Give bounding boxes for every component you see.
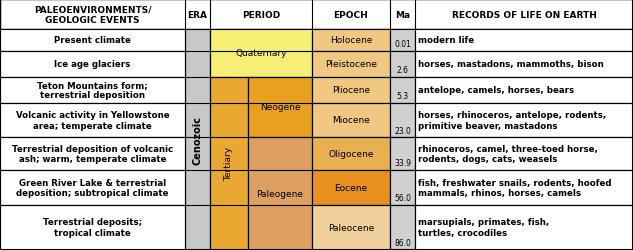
Bar xyxy=(0,205,185,250)
Bar xyxy=(390,170,415,205)
Bar xyxy=(0,78,185,104)
Text: marsupials, primates, fish,
turtles, crocodiles: marsupials, primates, fish, turtles, cro… xyxy=(418,218,549,237)
Bar xyxy=(390,78,415,104)
Text: 2.6: 2.6 xyxy=(396,66,408,75)
Text: RECORDS OF LIFE ON EARTH: RECORDS OF LIFE ON EARTH xyxy=(451,10,596,20)
Text: Terrestrial deposition of volcanic
ash; warm, temperate climate: Terrestrial deposition of volcanic ash; … xyxy=(12,144,173,164)
Bar xyxy=(415,52,633,78)
Text: 23.0: 23.0 xyxy=(394,126,411,135)
Bar xyxy=(312,170,390,205)
Bar xyxy=(390,104,415,138)
Text: ERA: ERA xyxy=(187,10,208,20)
Text: 56.0: 56.0 xyxy=(394,194,411,202)
Text: Ma: Ma xyxy=(395,10,410,20)
Bar xyxy=(0,170,185,205)
Bar xyxy=(0,52,185,78)
Text: EPOCH: EPOCH xyxy=(334,10,368,20)
Bar xyxy=(312,30,390,52)
Text: Green River Lake & terrestrial
deposition; subtropical climate: Green River Lake & terrestrial depositio… xyxy=(16,178,169,197)
Bar xyxy=(0,30,185,52)
Bar xyxy=(415,30,633,52)
Text: Oligocene: Oligocene xyxy=(329,149,373,158)
Text: PALEOENVIRONMENTS/
GEOLOGIC EVENTS: PALEOENVIRONMENTS/ GEOLOGIC EVENTS xyxy=(34,5,151,24)
Bar xyxy=(210,30,312,78)
Text: rhinoceros, camel, three-toed horse,
rodents, dogs, cats, weasels: rhinoceros, camel, three-toed horse, rod… xyxy=(418,144,598,164)
Bar xyxy=(0,138,185,170)
Bar xyxy=(390,52,415,78)
Bar xyxy=(312,52,390,78)
Bar xyxy=(312,138,390,170)
Bar xyxy=(0,104,185,138)
Text: Ice age glaciers: Ice age glaciers xyxy=(54,60,130,69)
Bar xyxy=(312,205,390,250)
Text: Cenozoic: Cenozoic xyxy=(192,115,203,164)
Bar xyxy=(415,205,633,250)
Text: 5.3: 5.3 xyxy=(396,92,408,101)
Text: Eocene: Eocene xyxy=(334,183,368,192)
Bar xyxy=(0,0,633,30)
Text: PERIOD: PERIOD xyxy=(242,10,280,20)
Text: Paleocene: Paleocene xyxy=(328,223,374,232)
Text: Present climate: Present climate xyxy=(54,36,131,45)
Bar xyxy=(390,138,415,170)
Bar xyxy=(185,30,210,250)
Bar xyxy=(415,104,633,138)
Text: Terrestrial deposits;
tropical climate: Terrestrial deposits; tropical climate xyxy=(43,218,142,237)
Text: Miocene: Miocene xyxy=(332,116,370,125)
Text: Quaternary: Quaternary xyxy=(235,49,287,58)
Text: Tertiary: Tertiary xyxy=(225,146,234,180)
Text: Holocene: Holocene xyxy=(330,36,372,45)
Text: Volcanic activity in Yellowstone
area; temperate climate: Volcanic activity in Yellowstone area; t… xyxy=(16,111,169,130)
Text: Paleogene: Paleogene xyxy=(256,189,303,198)
Bar xyxy=(312,78,390,104)
Text: Teton Mountains form;
terrestrial deposition: Teton Mountains form; terrestrial deposi… xyxy=(37,81,148,100)
Bar xyxy=(248,138,312,250)
Bar xyxy=(415,78,633,104)
Text: horses, rhinoceros, antelope, rodents,
primitive beaver, mastadons: horses, rhinoceros, antelope, rodents, p… xyxy=(418,111,606,130)
Bar xyxy=(312,104,390,138)
Text: Pliocene: Pliocene xyxy=(332,86,370,95)
Text: fish, freshwater snails, rodents, hoofed
mammals, rhinos, horses, camels: fish, freshwater snails, rodents, hoofed… xyxy=(418,178,611,197)
Text: antelope, camels, horses, bears: antelope, camels, horses, bears xyxy=(418,86,574,95)
Bar xyxy=(415,170,633,205)
Bar xyxy=(390,205,415,250)
Text: modern life: modern life xyxy=(418,36,474,45)
Bar xyxy=(390,30,415,52)
Text: 0.01: 0.01 xyxy=(394,40,411,49)
Text: 86.0: 86.0 xyxy=(394,238,411,247)
Bar xyxy=(248,78,312,138)
Text: Neogene: Neogene xyxy=(260,103,300,112)
Bar xyxy=(210,78,248,250)
Text: Pleistocene: Pleistocene xyxy=(325,60,377,69)
Text: 33.9: 33.9 xyxy=(394,159,411,168)
Bar xyxy=(415,138,633,170)
Text: horses, mastadons, mammoths, bison: horses, mastadons, mammoths, bison xyxy=(418,60,604,69)
